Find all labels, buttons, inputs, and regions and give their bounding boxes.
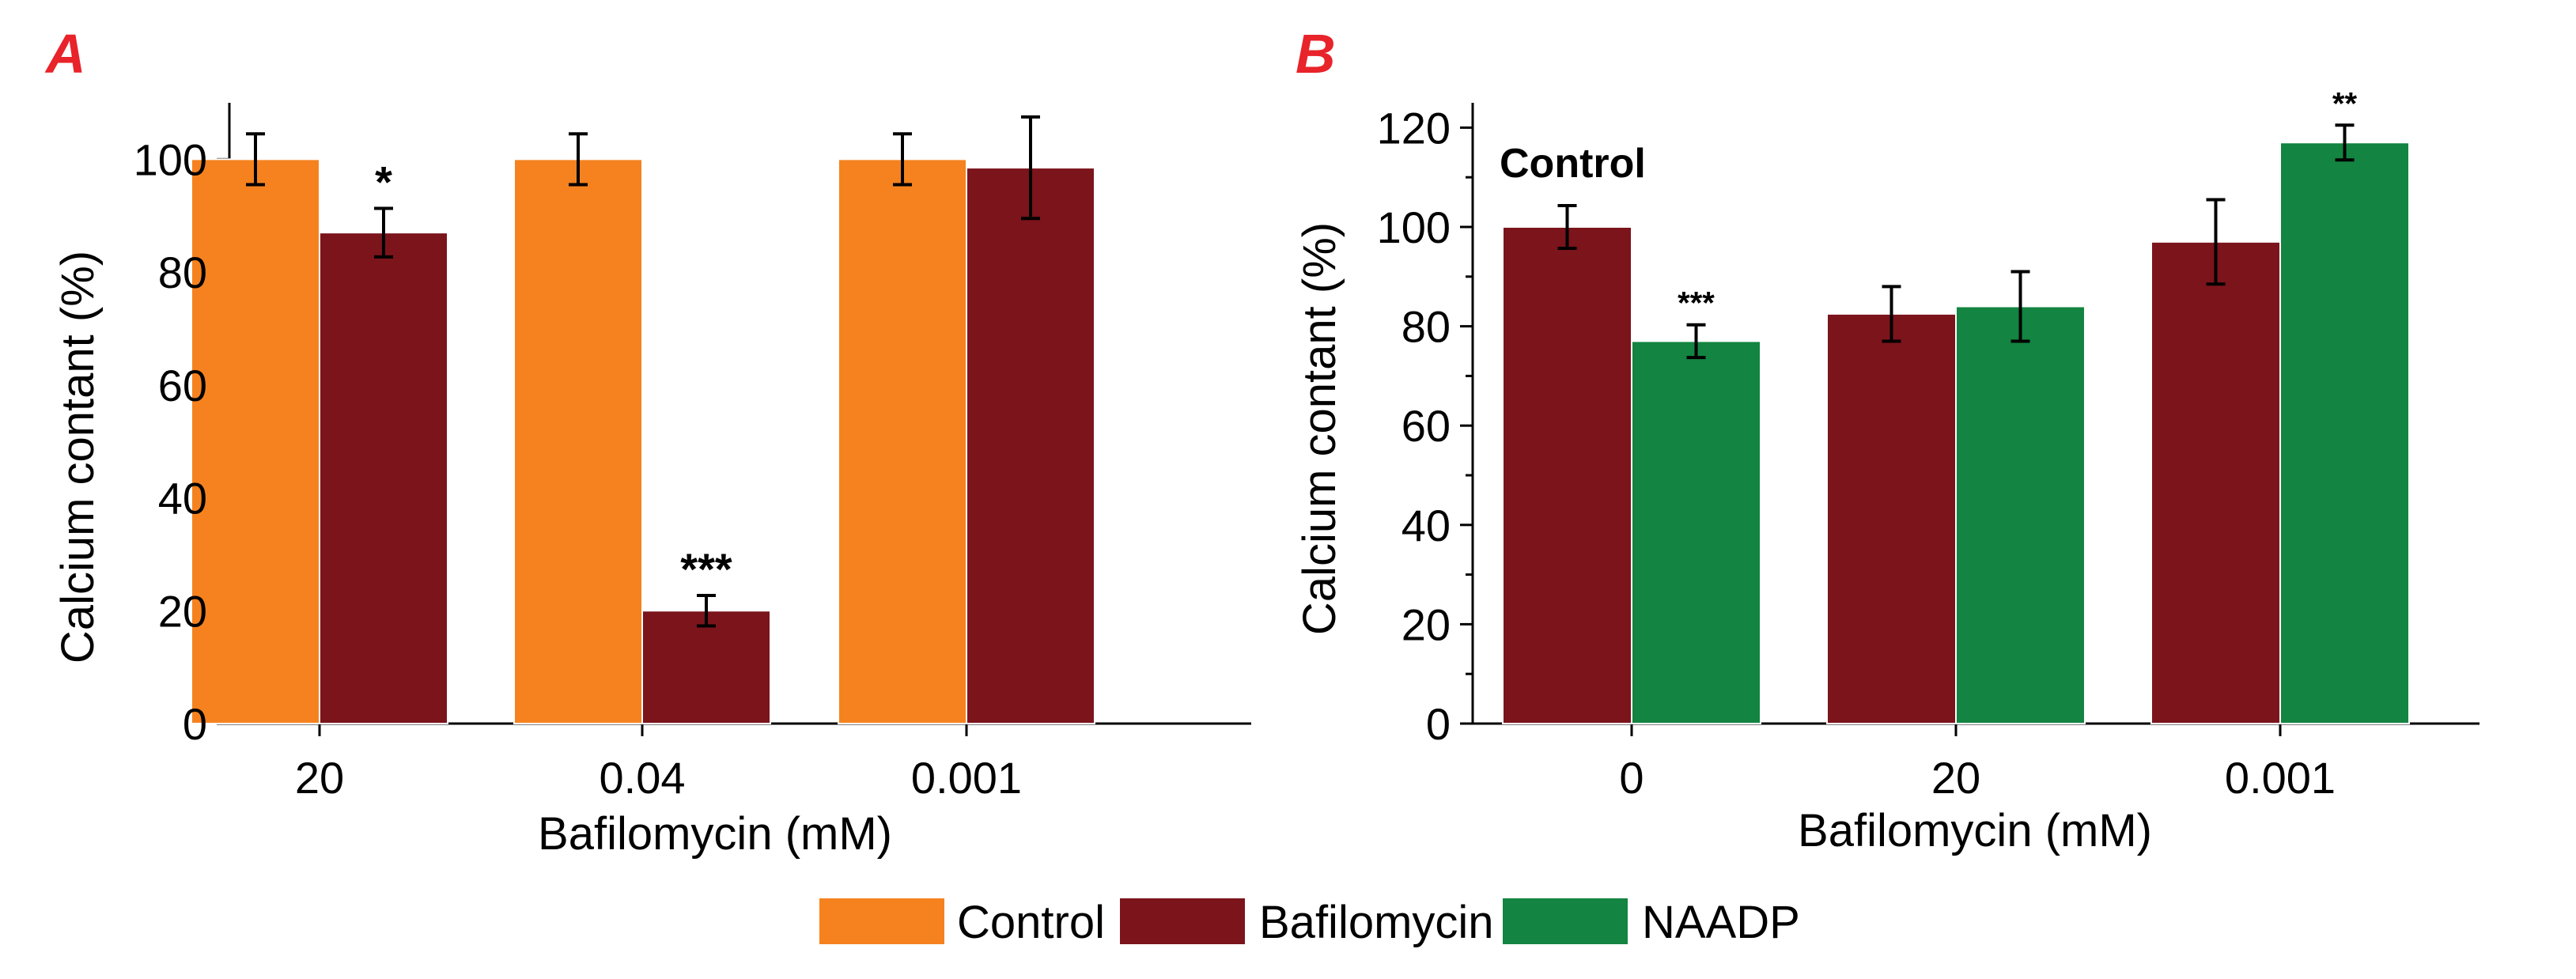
y-tick-label: 0 — [183, 699, 207, 749]
x-tick-labels-a: 20 0.04 0.001 — [295, 753, 1022, 803]
legend-label-bafilomycin: Bafilomycin — [1259, 897, 1494, 948]
y-tick-label: 20 — [158, 586, 207, 636]
bar-naadp-b-2 — [2279, 142, 2410, 725]
significance-marks-a: **** — [375, 157, 732, 594]
x-tick-label: 20 — [1931, 753, 1980, 803]
bar-naadp-b-0 — [1631, 340, 1761, 724]
panel-b: B Calcium contant (%) Bafilomycin (mM) C… — [1294, 23, 2480, 856]
bar-control-a-1 — [513, 158, 643, 724]
y-tick-label: 100 — [134, 134, 207, 184]
inset-label-b: Control — [1500, 141, 1646, 187]
bars-a — [191, 158, 1095, 724]
legend-swatch-naadp — [1503, 898, 1628, 944]
panel-a: A Calcium contant (%) Bafilomycin (mM) *… — [44, 23, 1251, 860]
x-axis-title-a: Bafilomycin (mM) — [538, 808, 892, 860]
legend: Control Bafilomycin NAADP — [819, 897, 1800, 948]
y-axis-title-a: Calcium contant (%) — [52, 251, 104, 663]
bar-bafilomycin-a-1 — [641, 610, 771, 724]
bars-b — [1502, 142, 2410, 725]
y-tick-label: 60 — [158, 361, 207, 410]
y-tick-label: 40 — [1401, 501, 1451, 550]
significance-mark: *** — [680, 544, 732, 594]
bar-bafilomycin-b-2 — [2150, 240, 2281, 724]
bar-naadp-b-1 — [1955, 305, 2086, 725]
x-tick-label: 0.04 — [600, 753, 686, 803]
y-tick-labels-b: 0 20 40 60 80 100 120 — [1377, 103, 1451, 749]
error-bars-a — [246, 115, 1040, 628]
y-tick-label: 120 — [1377, 103, 1451, 153]
y-tick-label: 60 — [1401, 401, 1451, 451]
y-tick-label: 0 — [1426, 699, 1451, 749]
legend-swatch-bafilomycin — [1120, 898, 1245, 944]
y-tick-label: 80 — [158, 248, 207, 297]
y-tick-label: 80 — [1401, 302, 1451, 352]
legend-label-naadp: NAADP — [1642, 897, 1800, 948]
x-tick-label: 0.001 — [911, 753, 1022, 803]
bar-control-a-0 — [191, 158, 320, 724]
legend-swatch-control — [819, 898, 944, 944]
legend-label-control: Control — [957, 897, 1105, 948]
legend-item-bafilomycin: Bafilomycin — [1120, 897, 1494, 948]
x-tick-label: 0 — [1619, 753, 1644, 803]
y-tick-label: 100 — [1377, 202, 1451, 252]
panel-label-b: B — [1296, 23, 1336, 85]
bar-bafilomycin-b-1 — [1826, 312, 1957, 724]
x-tick-label: 20 — [295, 753, 344, 803]
bar-bafilomycin-a-2 — [966, 167, 1095, 724]
bar-control-a-2 — [838, 158, 967, 724]
legend-item-control: Control — [819, 897, 1105, 948]
bar-bafilomycin-a-0 — [319, 232, 448, 724]
significance-mark: ** — [2332, 86, 2358, 121]
significance-mark: * — [375, 157, 392, 206]
legend-item-naadp: NAADP — [1503, 897, 1800, 948]
y-tick-labels-a: 0 20 40 60 80 100 — [134, 134, 207, 749]
x-tick-label: 0.001 — [2225, 753, 2336, 803]
significance-mark: *** — [1678, 286, 1715, 321]
x-axis-title-b: Bafilomycin (mM) — [1798, 805, 2152, 856]
error-bars-b — [1557, 123, 2355, 360]
y-tick-label: 20 — [1401, 599, 1451, 649]
x-tick-labels-b: 0 20 0.001 — [1619, 753, 2336, 803]
significance-marks-b: ***** — [1678, 86, 2357, 320]
panel-label-a: A — [44, 23, 86, 85]
y-axis-title-b: Calcium contant (%) — [1294, 222, 1345, 635]
bar-bafilomycin-b-0 — [1502, 226, 1632, 724]
y-tick-label: 40 — [158, 474, 207, 524]
